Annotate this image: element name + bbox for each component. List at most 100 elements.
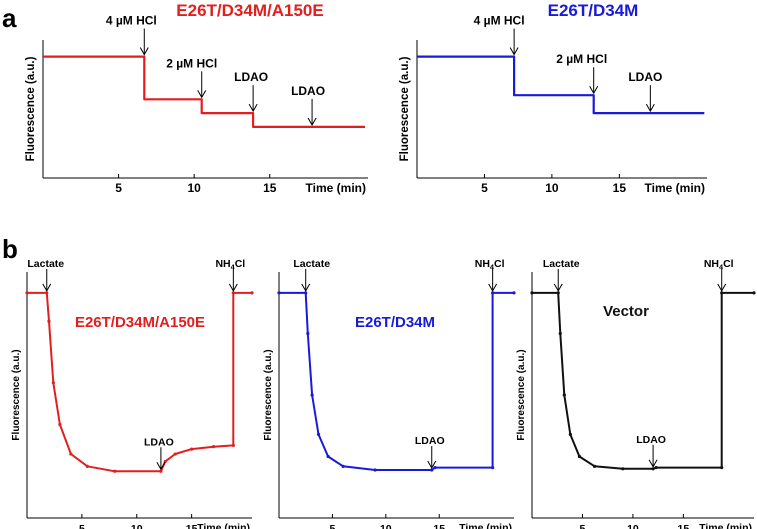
data-point bbox=[306, 331, 310, 336]
annotation-arrowhead bbox=[488, 283, 498, 292]
x-tick-label: 15 bbox=[678, 523, 690, 529]
annotation-label: 4 µM HCl bbox=[474, 14, 525, 28]
data-point bbox=[85, 464, 89, 468]
x-tick-label: 10 bbox=[380, 523, 392, 529]
data-point bbox=[58, 422, 62, 427]
data-point bbox=[752, 291, 756, 295]
x-tick-label: 15 bbox=[186, 523, 198, 529]
annotation-label: LDAO bbox=[636, 434, 666, 446]
series-line bbox=[27, 291, 252, 473]
x-axis-label: Time (min) bbox=[699, 522, 752, 529]
annotation-label: LDAO bbox=[144, 436, 174, 448]
data-point bbox=[51, 381, 55, 385]
data-point bbox=[491, 465, 495, 470]
data-point bbox=[720, 291, 724, 295]
annotation-label: Lactate bbox=[293, 258, 330, 270]
annotation-label: 2 µM HCl bbox=[166, 56, 217, 70]
data-point bbox=[430, 468, 434, 472]
data-point bbox=[530, 291, 534, 295]
data-point bbox=[562, 393, 566, 397]
y-axis-label: Fluorescence (a.u.) bbox=[399, 56, 411, 161]
annotation-arrowhead bbox=[648, 459, 658, 468]
series-line bbox=[417, 55, 705, 115]
data-point bbox=[577, 454, 582, 459]
data-point bbox=[45, 291, 49, 295]
data-point bbox=[231, 443, 235, 448]
x-tick-label: 5 bbox=[481, 181, 488, 195]
annotation-arrowhead bbox=[42, 283, 52, 292]
x-tick-label: 15 bbox=[613, 181, 627, 195]
annotation-arrowhead bbox=[717, 283, 727, 292]
x-tick-label: 10 bbox=[545, 181, 559, 195]
x-axis-label: Time (min) bbox=[197, 522, 250, 529]
chart-title: Vector bbox=[603, 303, 649, 320]
annotation-arrowhead bbox=[509, 47, 519, 56]
annotation-label: NH4Cl bbox=[704, 258, 734, 272]
annotation-label: 2 µM HCl bbox=[556, 52, 607, 66]
x-tick-label: 10 bbox=[187, 181, 201, 195]
chart-title: E26T/D34M/A150E bbox=[176, 1, 323, 20]
annotation-label: NH4Cl bbox=[215, 258, 245, 272]
chart-5: 5 10 15 Time (min) Fluorescence (a.u.) Vector… bbox=[516, 258, 756, 529]
annotation-arrowhead bbox=[589, 85, 599, 95]
data-point bbox=[231, 291, 235, 295]
annotation-arrowhead bbox=[156, 462, 166, 471]
annotation-label: LDAO bbox=[415, 435, 445, 447]
data-point bbox=[310, 393, 314, 397]
data-point bbox=[556, 291, 560, 295]
x-tick-label: 10 bbox=[627, 523, 639, 529]
annotation-label: Lactate bbox=[27, 258, 64, 270]
y-axis-label: Fluorescence (a.u.) bbox=[25, 56, 37, 161]
data-point bbox=[211, 445, 216, 449]
annotation-arrowhead bbox=[307, 117, 317, 126]
y-axis-label: Fluorescence (a.u.) bbox=[263, 349, 274, 440]
annotation-label: NH4Cl bbox=[475, 258, 505, 272]
data-point bbox=[69, 452, 73, 456]
data-point bbox=[568, 432, 572, 436]
data-point bbox=[654, 465, 658, 470]
chart-3: 5 10 15 Time (min) Fluorescence (a.u.) E26T/D… bbox=[11, 258, 254, 529]
x-axis-label: Time (min) bbox=[645, 181, 705, 195]
x-tick-label: 15 bbox=[263, 181, 277, 195]
x-tick-label: 15 bbox=[433, 523, 445, 529]
data-point bbox=[277, 291, 281, 295]
data-point bbox=[512, 291, 516, 295]
x-axis-label: Time (min) bbox=[306, 181, 366, 195]
panel-label-b: b bbox=[2, 234, 18, 264]
data-point bbox=[491, 291, 495, 295]
data-point bbox=[720, 465, 724, 470]
annotation-label: Lactate bbox=[543, 258, 580, 270]
data-point bbox=[250, 291, 254, 295]
data-point bbox=[621, 467, 625, 471]
panel-label-a: a bbox=[2, 3, 17, 33]
annotation-label: 4 µM HCl bbox=[106, 14, 157, 28]
chart-1: 5 10 15 Time (min) Fluorescence (a.u.) E26T/D… bbox=[25, 1, 368, 195]
data-point bbox=[113, 469, 117, 473]
series-line bbox=[43, 55, 365, 129]
annotation-arrowhead bbox=[228, 283, 238, 292]
annotation-arrowhead bbox=[139, 47, 149, 56]
annotation-arrowhead bbox=[645, 103, 655, 113]
chart-title: E26T/D34M bbox=[548, 1, 639, 20]
annotation-label: LDAO bbox=[628, 70, 662, 84]
annotation-arrowhead bbox=[197, 90, 207, 99]
x-axis-label: Time (min) bbox=[459, 522, 512, 529]
data-point bbox=[316, 432, 321, 436]
annotation-arrowhead bbox=[248, 103, 258, 113]
x-tick-label: 5 bbox=[115, 181, 122, 195]
annotation-label: LDAO bbox=[234, 70, 268, 84]
data-point bbox=[47, 319, 51, 323]
annotation-arrowhead bbox=[301, 283, 311, 292]
data-point bbox=[651, 467, 655, 471]
y-axis-label: Fluorescence (a.u.) bbox=[516, 349, 527, 440]
y-axis-label: Fluorescence (a.u.) bbox=[11, 349, 22, 440]
x-tick-label: 5 bbox=[79, 523, 85, 529]
annotation-arrowhead bbox=[427, 460, 437, 470]
data-point bbox=[341, 464, 345, 468]
data-point bbox=[558, 331, 562, 336]
data-point bbox=[159, 469, 163, 473]
chart-title: E26T/D34M/A150E bbox=[75, 314, 205, 331]
data-point bbox=[25, 291, 29, 295]
data-point bbox=[173, 452, 177, 456]
